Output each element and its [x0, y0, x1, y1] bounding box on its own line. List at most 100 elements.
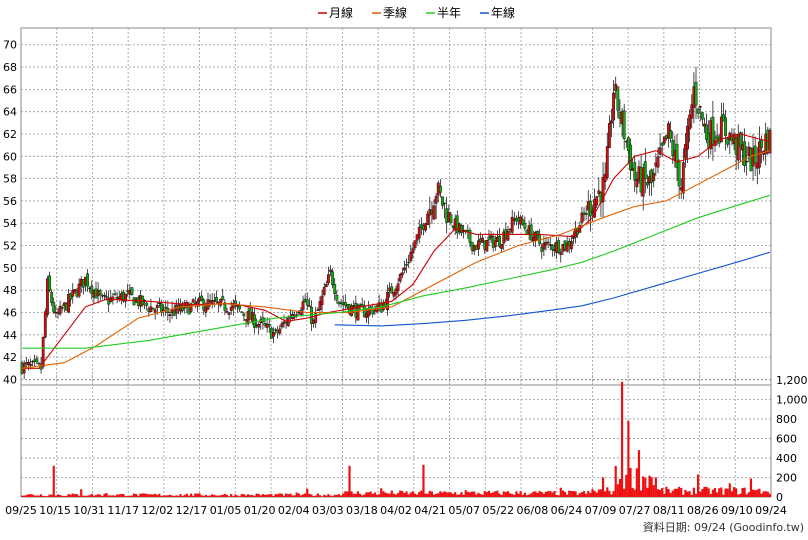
volume-bar [718, 488, 721, 497]
volume-bar [682, 494, 685, 497]
candle [60, 304, 64, 312]
candlesticks [20, 66, 772, 379]
volume-bar [437, 493, 440, 497]
volume-bars [20, 381, 772, 497]
volume-bar [295, 492, 298, 497]
price-y-axis: 40 42 44 46 48 50 52 54 56 58 60 62 64 66 68 70 [3, 39, 17, 387]
volume-bar [403, 493, 406, 497]
candle [305, 292, 309, 310]
candle [622, 103, 626, 150]
volume-bar [183, 494, 186, 497]
volume-bar [470, 491, 474, 497]
volume-bar [29, 494, 32, 497]
volume-bar [707, 488, 710, 497]
volume-bar [329, 495, 332, 497]
volume-bar [454, 492, 457, 497]
volume-bar [500, 495, 503, 497]
volume-bar [356, 491, 360, 497]
volume-tick-label: 1,200 [776, 374, 808, 387]
volume-bar [35, 495, 38, 497]
volume-bar [430, 491, 434, 497]
price-tick-label: 62 [3, 128, 17, 141]
price-tick-label: 52 [3, 240, 17, 253]
volume-bar [274, 494, 277, 497]
volume-bar [339, 495, 343, 497]
candle [242, 312, 246, 322]
volume-bar [128, 495, 131, 497]
volume-bar [694, 493, 698, 497]
x-tick-label: 07/27 [619, 504, 651, 517]
volume-bar [690, 494, 693, 497]
volume-bar [130, 495, 134, 497]
price-tick-label: 64 [3, 106, 17, 119]
candle [694, 66, 698, 119]
candle [329, 265, 332, 277]
candle [343, 294, 347, 311]
volume-bar [549, 490, 552, 497]
volume-bar [266, 494, 269, 497]
volume-bar [73, 494, 76, 497]
volume-bar [158, 493, 161, 497]
price-tick-label: 48 [3, 284, 17, 297]
volume-bar [416, 494, 419, 497]
candle [189, 302, 193, 314]
volume-bar [168, 494, 172, 497]
volume-bar [249, 495, 252, 497]
legend-label: 季線 [383, 5, 407, 20]
volume-bar [606, 487, 609, 497]
volume-bar [373, 492, 376, 497]
volume-bar [593, 490, 596, 497]
volume-bar [217, 495, 220, 497]
volume-bar [270, 493, 273, 497]
volume-bar [513, 494, 516, 497]
volume-bar [185, 493, 188, 497]
volume-bar [346, 491, 349, 497]
volume-bar [561, 490, 565, 497]
candle [394, 286, 398, 300]
volume-bar [48, 494, 51, 497]
x-tick-label: 05/22 [482, 504, 514, 517]
volume-bar [420, 490, 423, 497]
volume-bar [542, 493, 545, 497]
volume-bar [422, 464, 425, 497]
candle [633, 155, 637, 193]
volume-bar [135, 494, 138, 497]
candle [145, 301, 149, 311]
candle [675, 133, 679, 182]
volume-bar [511, 494, 514, 497]
candle [557, 237, 561, 255]
volume-bar [680, 487, 683, 497]
volume-bar [692, 487, 695, 497]
volume-bar [766, 491, 769, 497]
volume-tick-label: 800 [776, 413, 797, 426]
volume-bar [247, 494, 250, 497]
volume-bar [304, 493, 307, 497]
volume-bar [749, 478, 753, 497]
candle [686, 118, 689, 164]
candle [626, 135, 630, 164]
candle [696, 107, 700, 119]
volume-bar [285, 493, 288, 497]
volume-bar [661, 487, 664, 497]
volume-bar [705, 486, 708, 497]
volume-bar [671, 490, 674, 497]
volume-bar [181, 495, 184, 497]
volume-bar [677, 486, 681, 497]
volume-bar [464, 490, 467, 497]
volume-bar [515, 491, 518, 497]
candle [46, 275, 49, 318]
price-tick-label: 44 [3, 329, 17, 342]
volume-bar [413, 493, 417, 497]
volume-bar [261, 494, 265, 497]
volume-bar [741, 488, 744, 497]
candle [307, 297, 311, 307]
volume-bar [527, 494, 531, 497]
volume-bar [23, 495, 26, 497]
volume-bar [291, 495, 294, 497]
x-tick-label: 12/17 [176, 504, 208, 517]
volume-bar [20, 495, 24, 497]
volume-bar [162, 495, 165, 497]
volume-bar [633, 489, 636, 497]
volume-bar [477, 492, 480, 497]
volume-bar [639, 490, 643, 497]
